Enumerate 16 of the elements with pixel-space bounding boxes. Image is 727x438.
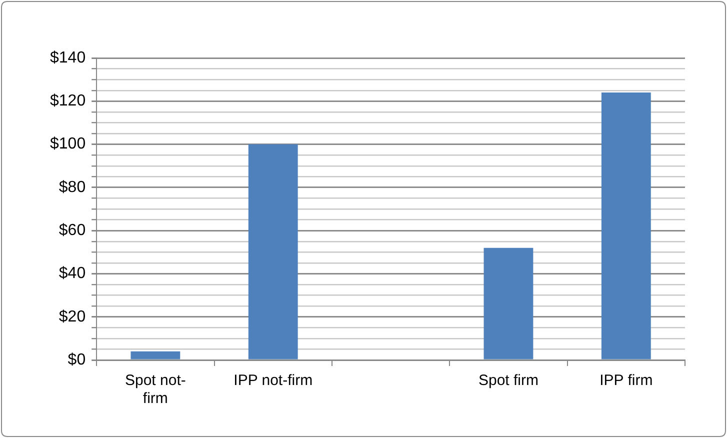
x-tick-label: IPP not-firm [234, 372, 313, 390]
y-tick-label: $140 [50, 49, 86, 66]
bar [248, 144, 298, 360]
x-tick-label: Spot firm [478, 372, 538, 390]
y-tick-label: $100 [50, 136, 86, 153]
y-tick-label: $120 [50, 92, 86, 110]
x-tick-label: IPP firm [600, 372, 653, 390]
x-tick-label: Spot not-firm [124, 372, 186, 408]
bar [484, 248, 534, 360]
y-tick-label: $20 [58, 308, 86, 326]
y-tick-label: $80 [58, 178, 86, 196]
bar [130, 351, 180, 360]
y-tick-label: $40 [58, 265, 86, 282]
y-tick-label: $60 [58, 222, 86, 239]
y-tick-label: $0 [68, 351, 86, 368]
bar [601, 92, 651, 360]
